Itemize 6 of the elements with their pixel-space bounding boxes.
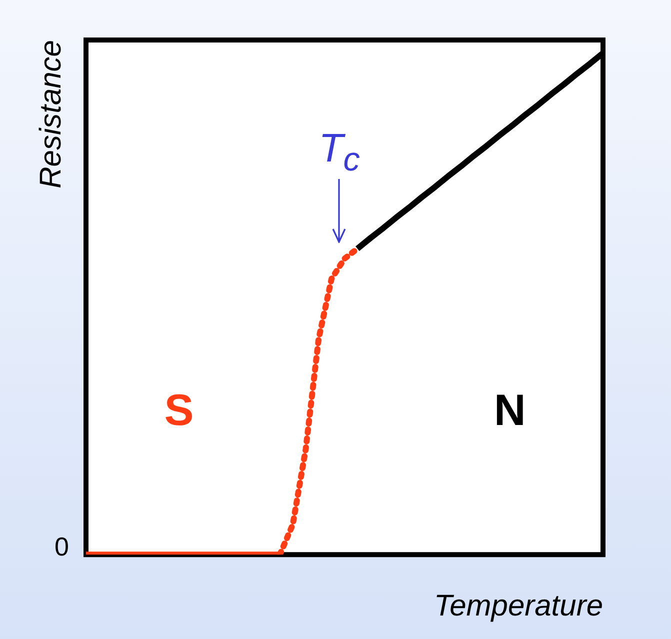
annotation: T$_{c}$ xyxy=(318,126,360,180)
annotation: N xyxy=(494,386,526,436)
y-axis-title: Resistance xyxy=(34,40,68,188)
text: 0 xyxy=(54,531,69,562)
x-axis-title: Temperature xyxy=(434,589,603,622)
annotation: S xyxy=(164,386,194,436)
